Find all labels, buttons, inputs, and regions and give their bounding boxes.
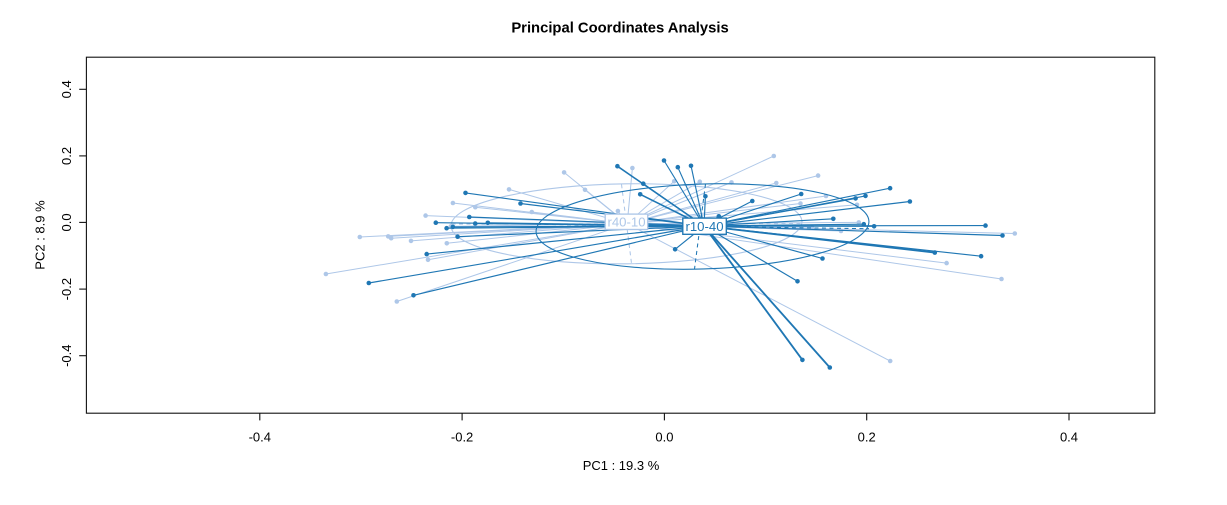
- svg-text:-0.4: -0.4: [59, 344, 74, 366]
- svg-text:r10-40: r10-40: [685, 219, 723, 234]
- svg-text:r40-10: r40-10: [607, 214, 645, 229]
- svg-text:0.2: 0.2: [858, 430, 876, 445]
- svg-text:0.2: 0.2: [59, 147, 74, 165]
- svg-text:PC1 : 19.3 %: PC1 : 19.3 %: [583, 458, 660, 473]
- svg-text:0.4: 0.4: [1060, 430, 1078, 445]
- svg-text:-0.2: -0.2: [451, 430, 473, 445]
- svg-text:-0.4: -0.4: [249, 430, 271, 445]
- svg-text:Principal Coordinates Analysis: Principal Coordinates Analysis: [511, 21, 728, 37]
- svg-text:0.0: 0.0: [655, 430, 673, 445]
- svg-text:0.0: 0.0: [59, 213, 74, 231]
- svg-text:PC2 : 8.9 %: PC2 : 8.9 %: [32, 200, 47, 270]
- svg-text:-0.2: -0.2: [59, 278, 74, 300]
- svg-text:0.4: 0.4: [59, 80, 74, 98]
